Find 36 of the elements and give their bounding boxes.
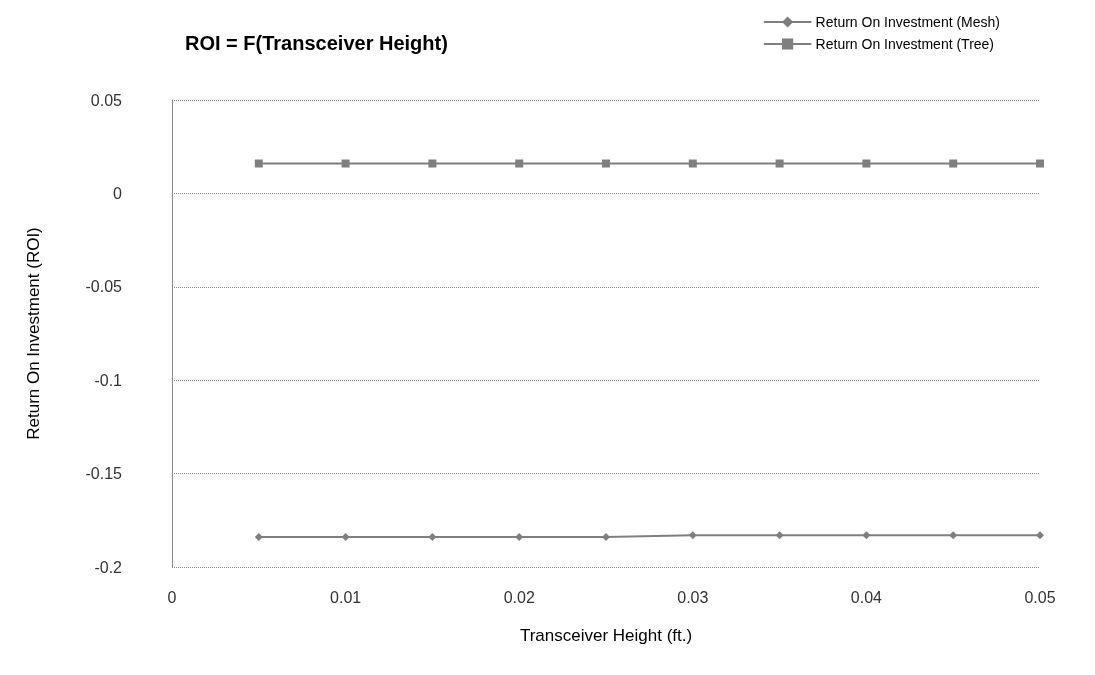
point bbox=[862, 531, 871, 540]
legend-label: Return On Investment (Tree) bbox=[815, 36, 995, 52]
point bbox=[254, 159, 263, 168]
y-tick-label: -0.15 bbox=[85, 465, 123, 483]
chart-title: ROI = F(Transceiver Height) bbox=[185, 32, 448, 54]
point bbox=[254, 533, 263, 542]
y-tick-label: -0.2 bbox=[94, 558, 123, 576]
y-tick-label: 0 bbox=[113, 184, 123, 202]
point bbox=[1036, 159, 1044, 168]
x-tick-label: 0.04 bbox=[850, 588, 883, 606]
x-axis-title: Transceiver Height (ft.) bbox=[519, 626, 693, 645]
y-tick-label: -0.1 bbox=[94, 371, 123, 389]
point bbox=[949, 159, 958, 168]
x-tick-label: 0.05 bbox=[1024, 588, 1056, 606]
y-tick-label: -0.05 bbox=[85, 278, 123, 296]
point bbox=[949, 531, 958, 540]
point bbox=[688, 159, 697, 168]
legend-label: Return On Investment (Mesh) bbox=[815, 14, 1001, 30]
point bbox=[862, 159, 871, 168]
point bbox=[688, 531, 697, 540]
point bbox=[602, 533, 610, 542]
point bbox=[775, 531, 784, 540]
point bbox=[1036, 531, 1044, 540]
y-axis-title: Return On Investment (ROI) bbox=[24, 227, 43, 440]
point bbox=[341, 159, 350, 168]
point bbox=[602, 159, 610, 168]
x-tick-label: 0.03 bbox=[677, 588, 709, 606]
x-tick-label: 0.02 bbox=[503, 588, 535, 606]
x-tick-label: 0.01 bbox=[330, 588, 362, 606]
point bbox=[515, 159, 524, 168]
x-tick-label: 0 bbox=[167, 588, 177, 606]
y-tick-label: 0.05 bbox=[90, 91, 123, 109]
point bbox=[428, 159, 437, 168]
point bbox=[428, 533, 437, 542]
point bbox=[341, 533, 350, 542]
point bbox=[775, 159, 784, 168]
